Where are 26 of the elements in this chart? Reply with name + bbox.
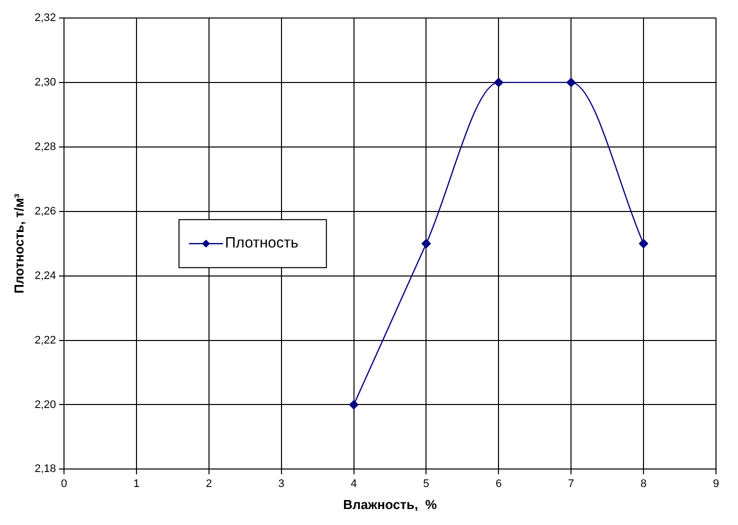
x-axis-title: Влажность, % — [343, 496, 438, 512]
point — [494, 78, 504, 88]
point — [349, 400, 358, 410]
y-tick-label: 2,18 — [34, 463, 56, 476]
x-tick-label: 2 — [206, 478, 212, 490]
y-tick-label: 2,30 — [34, 76, 56, 88]
point — [422, 239, 431, 248]
x-tick-label: 6 — [496, 478, 502, 490]
y-tick-label: 2,22 — [34, 334, 56, 346]
x-tick-label: 5 — [423, 478, 430, 490]
x-tick-label: 4 — [350, 478, 357, 490]
x-tick-label: 8 — [640, 478, 647, 490]
y-tick-label: 2,28 — [34, 140, 56, 153]
y-tick-label: 2,24 — [34, 270, 56, 282]
point — [566, 78, 576, 88]
legend-label: Плотность — [225, 234, 299, 252]
y-tick-label: 2,26 — [34, 205, 56, 218]
y-tick-label: 2,20 — [34, 398, 56, 411]
x-tick-label: 7 — [568, 478, 574, 490]
y-tick-label: 2,32 — [34, 12, 56, 24]
x-tick-label: 9 — [712, 478, 720, 490]
y-axis-title: Плотность, т/м³ — [11, 193, 26, 294]
x-tick-label: 1 — [133, 478, 140, 490]
x-tick-label: 0 — [60, 478, 68, 490]
x-tick-label: 3 — [278, 478, 284, 490]
point — [638, 239, 648, 248]
